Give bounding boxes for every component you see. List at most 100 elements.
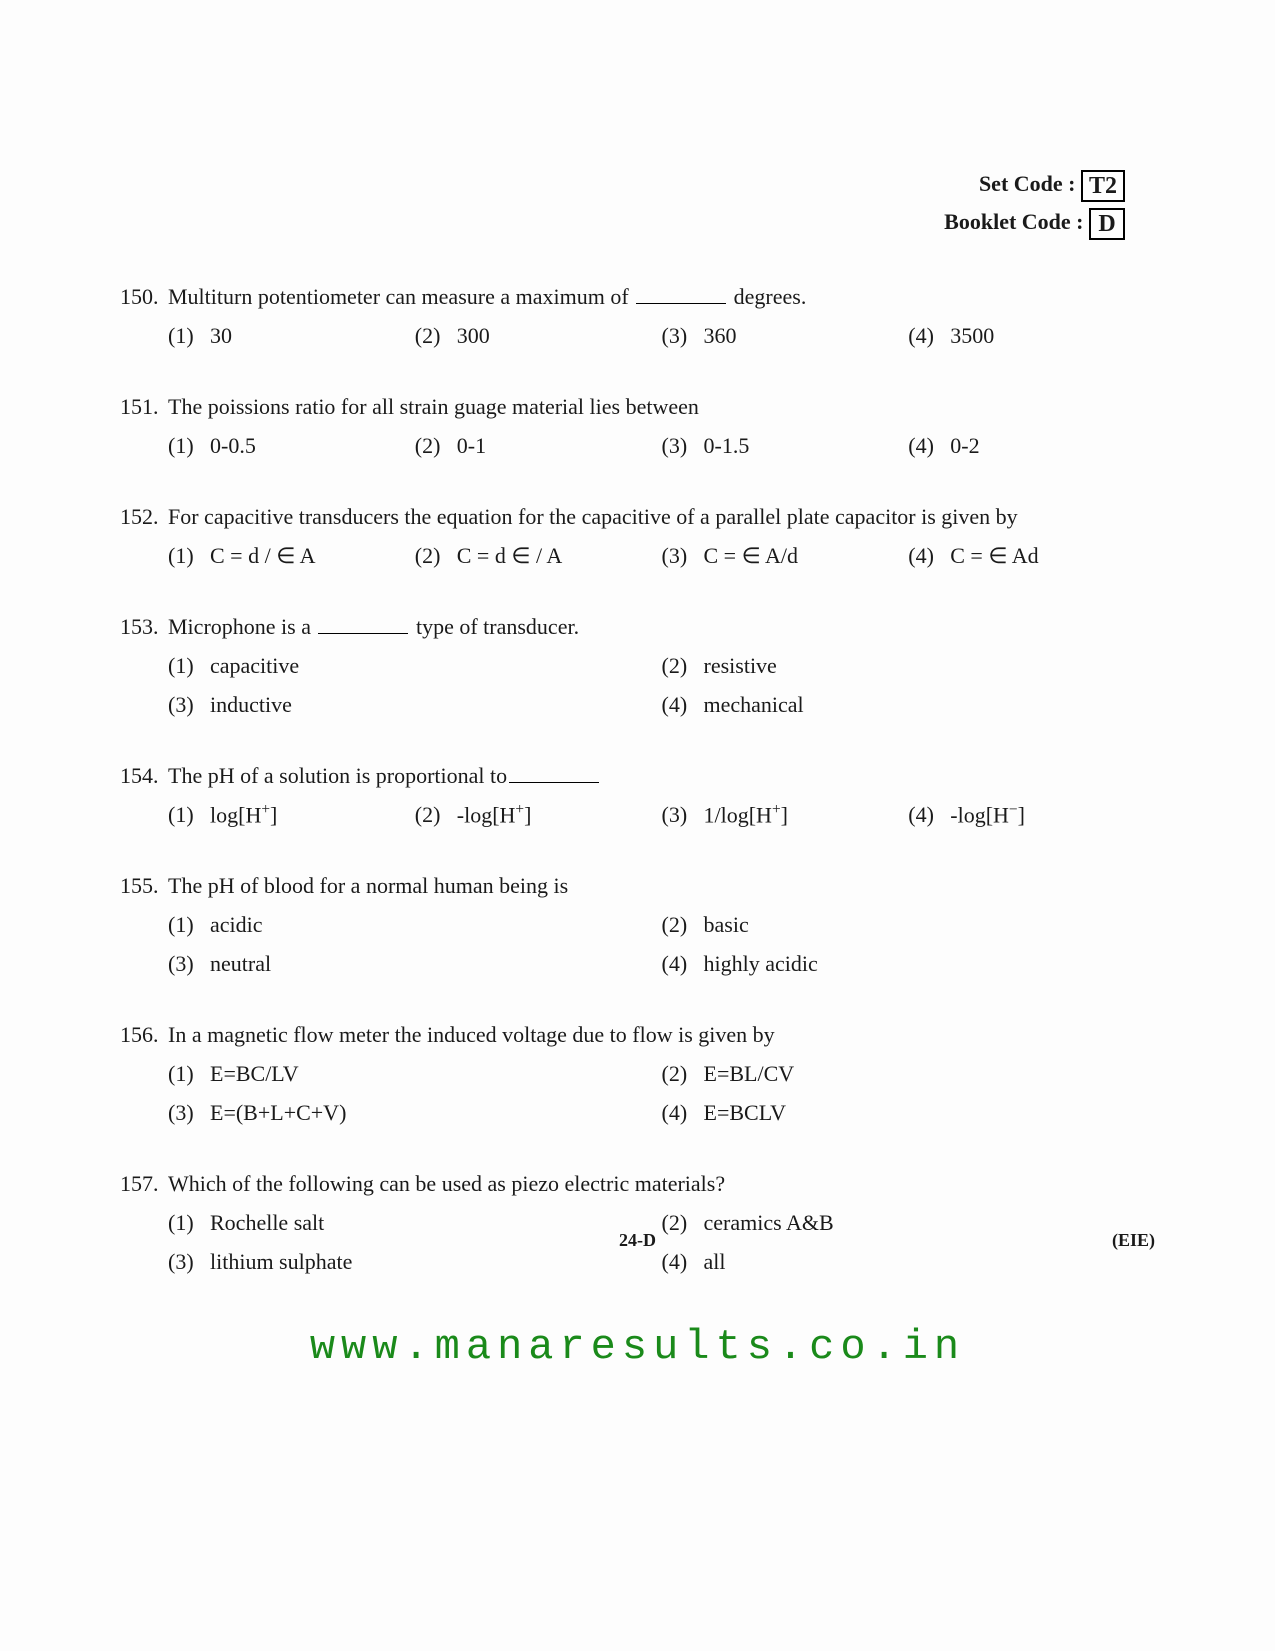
options-row: (1)acidic(2)basic xyxy=(120,908,1155,941)
option: (3)0-1.5 xyxy=(662,429,909,462)
option-text: acidic xyxy=(210,908,273,941)
option: (1)acidic xyxy=(168,908,662,941)
question-text: Which of the following can be used as pi… xyxy=(168,1167,1155,1200)
question-text: The pH of a solution is proportional to xyxy=(168,759,1155,792)
option-number: (1) xyxy=(168,908,210,941)
option-number: (4) xyxy=(662,947,704,980)
blank-line xyxy=(636,303,726,304)
option-number: (1) xyxy=(168,539,210,572)
option: (2)0-1 xyxy=(415,429,662,462)
option-number: (3) xyxy=(662,539,704,572)
question-text-pre: Multiturn potentiometer can measure a ma… xyxy=(168,284,634,309)
option-number: (1) xyxy=(168,429,210,462)
option: (2)basic xyxy=(662,908,1156,941)
option-number: (1) xyxy=(168,798,210,831)
option-text: 0-1 xyxy=(457,429,496,462)
option: (4)0-2 xyxy=(908,429,1155,462)
option-text: 1/log[H+] xyxy=(704,798,798,831)
option-text: E=BCLV xyxy=(704,1096,797,1129)
option: (1)capacitive xyxy=(168,649,662,682)
option-text: log[H+] xyxy=(210,798,287,831)
option: (2)300 xyxy=(415,319,662,352)
question-text-post: type of transducer. xyxy=(410,614,579,639)
blank-line xyxy=(509,782,599,783)
option: (4)-log[H−] xyxy=(908,798,1155,831)
question-number: 150. xyxy=(120,280,168,313)
question-text: Microphone is a type of transducer. xyxy=(168,610,1155,643)
option-text: 0-1.5 xyxy=(704,429,760,462)
question-text: For capacitive transducers the equation … xyxy=(168,500,1155,533)
option-text: C = ∈ A/d xyxy=(704,539,809,572)
option: (4)mechanical xyxy=(662,688,1156,721)
question-number: 154. xyxy=(120,759,168,792)
option-number: (3) xyxy=(168,1096,210,1129)
options-row: (1)C = d / ∈ A(2)C = d ∈ / A (3)C = ∈ A/d… xyxy=(120,539,1155,572)
question-text: Multiturn potentiometer can measure a ma… xyxy=(168,280,1155,313)
options-row: (1)E=BC/LV(2)E=BL/CV xyxy=(120,1057,1155,1090)
question-block: 157.Which of the following can be used a… xyxy=(120,1167,1155,1278)
option-text: 0-2 xyxy=(950,429,989,462)
question-text: In a magnetic flow meter the induced vol… xyxy=(168,1018,1155,1051)
option-number: (4) xyxy=(662,688,704,721)
option-number: (3) xyxy=(662,429,704,462)
question-number: 157. xyxy=(120,1167,168,1200)
option: (2)resistive xyxy=(662,649,1156,682)
option: (1)E=BC/LV xyxy=(168,1057,662,1090)
option-number: (2) xyxy=(415,798,457,831)
option: (3)E=(B+L+C+V) xyxy=(168,1096,662,1129)
option-text: E=BL/CV xyxy=(704,1057,805,1090)
option-number: (4) xyxy=(908,539,950,572)
option: (1)C = d / ∈ A xyxy=(168,539,415,572)
watermark: www.manaresults.co.in xyxy=(0,1323,1275,1371)
question-block: 152.For capacitive transducers the equat… xyxy=(120,500,1155,572)
questions-container: 150.Multiturn potentiometer can measure … xyxy=(120,280,1155,1278)
option: (4)highly acidic xyxy=(662,947,1156,980)
question-number: 155. xyxy=(120,869,168,902)
option-number: (2) xyxy=(415,429,457,462)
option-number: (2) xyxy=(662,1057,704,1090)
page-number: 24-D xyxy=(0,1230,1275,1251)
option-text: mechanical xyxy=(704,688,814,721)
options-row: (1)30(2)300(3)360(4)3500 xyxy=(120,319,1155,352)
option: (4)3500 xyxy=(908,319,1155,352)
question-text: The pH of blood for a normal human being… xyxy=(168,869,1155,902)
option: (4)C = ∈ Ad xyxy=(908,539,1155,572)
question-line: 154.The pH of a solution is proportional… xyxy=(120,759,1155,792)
option-text: 0-0.5 xyxy=(210,429,266,462)
option-text: 30 xyxy=(210,319,242,352)
option-number: (1) xyxy=(168,319,210,352)
option: (3)neutral xyxy=(168,947,662,980)
blank-line xyxy=(318,633,408,634)
question-block: 151.The poissions ratio for all strain g… xyxy=(120,390,1155,462)
option-text: 300 xyxy=(457,319,500,352)
option-text: neutral xyxy=(210,947,281,980)
question-block: 154.The pH of a solution is proportional… xyxy=(120,759,1155,831)
set-code-value: T2 xyxy=(1081,170,1125,202)
option: (1)log[H+] xyxy=(168,798,415,831)
question-line: 152.For capacitive transducers the equat… xyxy=(120,500,1155,533)
question-line: 153.Microphone is a type of transducer. xyxy=(120,610,1155,643)
option-number: (1) xyxy=(168,649,210,682)
option-number: (4) xyxy=(908,319,950,352)
question-block: 156.In a magnetic flow meter the induced… xyxy=(120,1018,1155,1129)
option-number: (4) xyxy=(662,1096,704,1129)
option-text: C = d ∈ / A xyxy=(457,539,573,572)
header-codes: Set Code : T2 Booklet Code : D xyxy=(120,170,1125,240)
exam-page: Set Code : T2 Booklet Code : D 150.Multi… xyxy=(0,0,1275,1278)
option-text: resistive xyxy=(704,649,787,682)
question-line: 157.Which of the following can be used a… xyxy=(120,1167,1155,1200)
option-text: -log[H+] xyxy=(457,798,542,831)
question-number: 156. xyxy=(120,1018,168,1051)
option-text: -log[H−] xyxy=(950,798,1035,831)
option-text: E=BC/LV xyxy=(210,1057,309,1090)
options-row: (3)neutral(4)highly acidic xyxy=(120,947,1155,980)
option: (3)1/log[H+] xyxy=(662,798,909,831)
option: (2)E=BL/CV xyxy=(662,1057,1156,1090)
option-number: (2) xyxy=(415,539,457,572)
footer-right: (EIE) xyxy=(1112,1230,1155,1251)
question-block: 155.The pH of blood for a normal human b… xyxy=(120,869,1155,980)
option-text: 3500 xyxy=(950,319,1004,352)
option: (2)-log[H+] xyxy=(415,798,662,831)
option: (3)inductive xyxy=(168,688,662,721)
question-block: 150.Multiturn potentiometer can measure … xyxy=(120,280,1155,352)
